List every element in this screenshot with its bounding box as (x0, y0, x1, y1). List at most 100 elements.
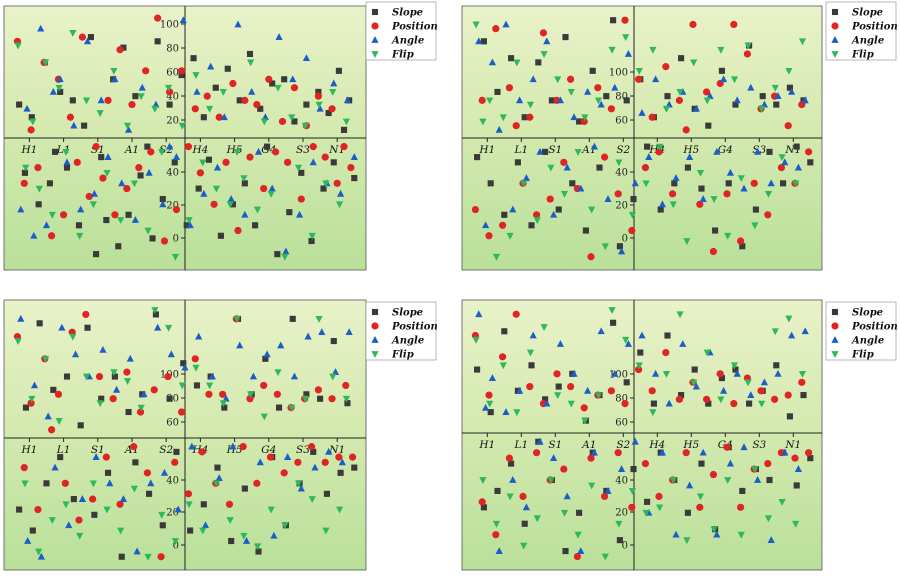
data-point-angle (794, 465, 802, 472)
legend-label-flip: Flip (391, 350, 414, 361)
data-point-angle (42, 221, 51, 229)
data-point-angle (200, 189, 208, 197)
data-point-slope (732, 101, 739, 108)
data-point-flip (48, 517, 56, 525)
data-point-position (601, 492, 609, 500)
data-point-flip (294, 480, 303, 488)
data-point-flip (622, 34, 630, 42)
data-point-position (730, 20, 738, 29)
data-point-flip (206, 382, 214, 390)
y-tick-label: 100 (160, 20, 179, 31)
data-point-slope (480, 38, 487, 45)
data-point-position (635, 75, 643, 83)
x-category-label: A1 (124, 144, 139, 156)
data-point-angle (692, 382, 700, 390)
data-point-flip (96, 400, 104, 408)
data-point-flip (110, 67, 118, 75)
data-point-slope (807, 455, 814, 462)
data-point-position (675, 96, 684, 104)
data-point-angle (77, 205, 85, 213)
data-point-position (764, 211, 772, 219)
data-point-flip (103, 506, 111, 514)
legend-label-position: Position (391, 22, 438, 33)
data-point-flip (540, 51, 548, 58)
data-point-angle (90, 189, 98, 197)
data-point-position (109, 395, 117, 403)
data-point-angle (345, 328, 353, 336)
data-point-flip (486, 400, 494, 408)
data-point-flip (329, 373, 337, 381)
data-point-flip (103, 169, 111, 177)
data-point-slope (212, 84, 219, 91)
data-point-flip (117, 527, 125, 535)
chart-panel-bottom-left: 100806002040H1L1S1A1S2H4H5G4S3N1SlopePos… (3, 299, 438, 571)
data-point-position (662, 348, 670, 357)
data-point-flip (642, 509, 650, 517)
data-point-slope (330, 159, 337, 166)
data-point-angle (604, 195, 612, 202)
data-point-angle (767, 536, 775, 544)
data-point-angle (193, 87, 201, 95)
data-point-angle (550, 210, 558, 218)
data-point-slope (187, 527, 194, 534)
data-point-angle (92, 453, 100, 460)
data-point-flip (758, 400, 766, 408)
y-tick-label: 20 (166, 201, 179, 212)
data-point-position (805, 449, 813, 457)
data-point-flip (649, 409, 657, 417)
data-point-position (689, 20, 697, 29)
data-point-position (229, 79, 237, 88)
data-point-flip (178, 382, 186, 390)
data-point-angle (794, 163, 802, 171)
data-point-flip (533, 515, 541, 523)
data-point-angle (556, 340, 564, 347)
data-point-flip (683, 238, 691, 245)
data-point-flip (506, 232, 514, 240)
data-point-slope (180, 360, 187, 367)
data-point-slope (678, 392, 685, 399)
y-tick-label: 40 (166, 476, 179, 487)
data-point-angle (658, 200, 666, 208)
data-point-angle (113, 385, 121, 393)
data-point-angle (111, 75, 119, 83)
data-point-angle (502, 20, 510, 28)
legend-marker-flip (831, 351, 839, 358)
data-point-angle (740, 184, 748, 192)
data-point-flip (792, 180, 800, 188)
data-point-angle (801, 96, 809, 104)
legend-label-slope: Slope (392, 8, 423, 19)
data-point-angle (488, 374, 496, 381)
data-point-flip (785, 315, 793, 323)
data-point-flip (267, 506, 275, 514)
x-category-label: H1 (478, 439, 495, 451)
data-point-position (314, 92, 322, 100)
data-point-slope (81, 122, 88, 129)
data-point-slope (616, 243, 623, 250)
data-point-angle (686, 481, 694, 489)
data-point-angle (645, 153, 653, 160)
data-point-position (154, 14, 162, 22)
data-point-position (92, 143, 100, 151)
data-point-flip (499, 114, 507, 122)
data-point-position (587, 253, 595, 261)
data-point-slope (57, 454, 64, 461)
data-point-flip (492, 253, 501, 261)
data-point-angle (590, 142, 598, 150)
data-point-flip (48, 211, 56, 219)
data-point-flip (41, 355, 50, 363)
data-point-flip (329, 89, 337, 96)
data-point-slope (678, 55, 685, 62)
data-point-flip (526, 349, 535, 357)
data-point-position (272, 148, 280, 156)
data-point-angle (781, 448, 789, 456)
data-point-position (560, 465, 568, 473)
data-point-flip (581, 417, 589, 425)
data-point-flip (253, 206, 262, 214)
data-point-position (234, 226, 242, 235)
data-point-slope (132, 93, 139, 100)
data-point-angle (801, 327, 809, 335)
data-point-position (709, 470, 718, 479)
data-point-angle (181, 363, 189, 371)
data-point-slope (562, 34, 569, 41)
data-point-flip (69, 29, 77, 37)
